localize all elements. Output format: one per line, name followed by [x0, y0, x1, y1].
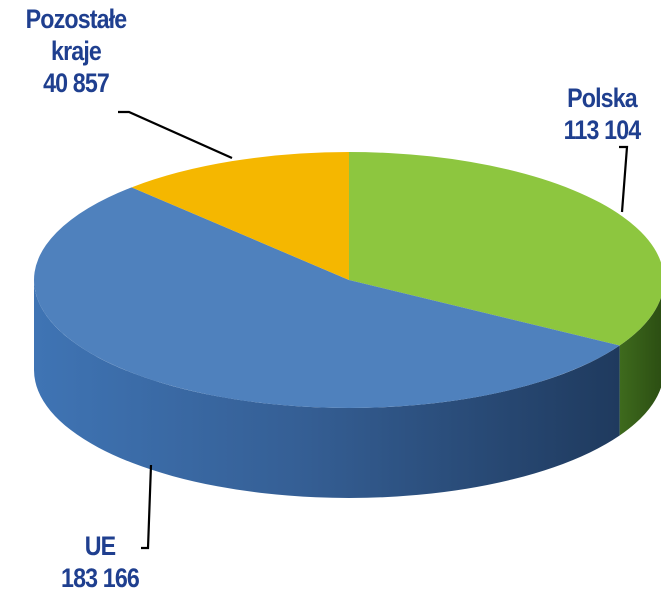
data-label-ue: UE 183 166 — [47, 530, 154, 594]
pie-slice-ue — [34, 187, 620, 408]
data-label-value: 40 857 — [43, 68, 110, 98]
data-label-category: Polska — [567, 83, 638, 113]
leader-line-polska — [619, 145, 629, 213]
data-label-category: UE — [84, 531, 116, 561]
leader-lines — [118, 110, 629, 550]
pie-slice-pozostale-kraje — [131, 152, 349, 280]
pie-slice-polska — [349, 152, 661, 346]
data-label-value: 183 166 — [61, 563, 140, 593]
data-label-value: 113 104 — [563, 115, 641, 145]
pie-tops — [34, 152, 661, 408]
pie-slice-side-polska — [619, 297, 661, 436]
data-label-category-line: Pozostałe — [25, 4, 128, 34]
pie-slice-side-ue — [34, 280, 620, 498]
leader-line-pozostale-kraje — [118, 110, 233, 160]
data-label-pozostale-kraje: Pozostałe kraje 40 857 — [16, 3, 136, 99]
leader-line-ue — [141, 464, 153, 550]
data-label-category-line: kraje — [51, 36, 102, 66]
data-label-polska: Polska 113 104 — [549, 82, 656, 146]
pie-sides — [34, 280, 661, 498]
